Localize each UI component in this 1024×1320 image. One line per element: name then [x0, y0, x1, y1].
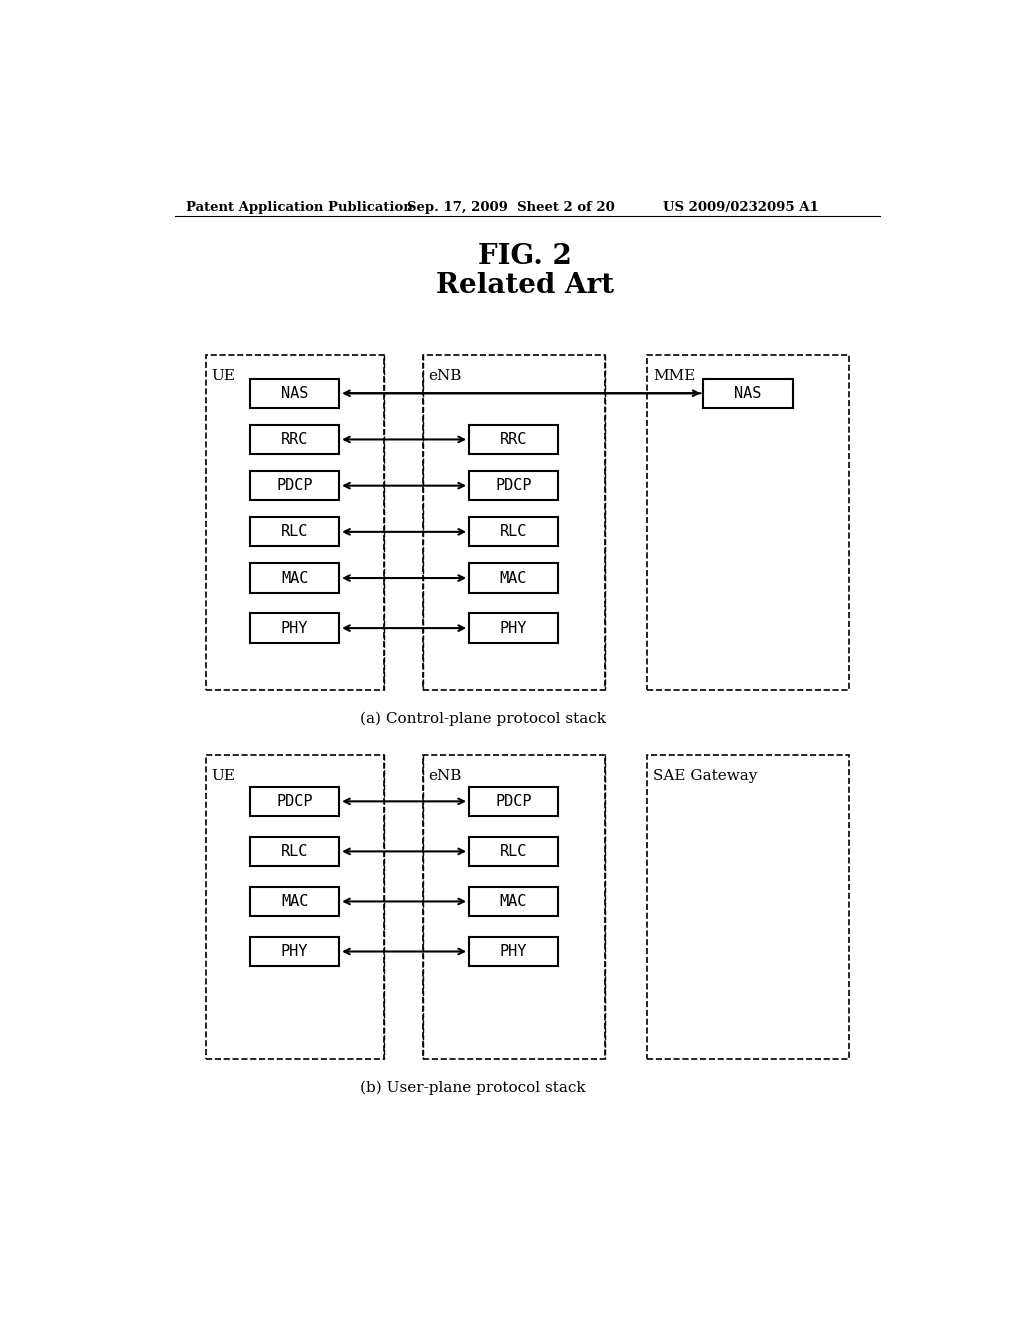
Bar — [469, 614, 558, 643]
Bar — [250, 564, 339, 593]
Text: eNB: eNB — [429, 368, 462, 383]
Text: MAC: MAC — [500, 894, 527, 909]
Text: MAC: MAC — [500, 570, 527, 586]
Text: MAC: MAC — [281, 894, 308, 909]
Text: RRC: RRC — [281, 432, 308, 447]
Bar — [250, 379, 339, 408]
Text: PHY: PHY — [500, 944, 527, 960]
Bar — [469, 837, 558, 866]
Text: PDCP: PDCP — [276, 478, 313, 494]
Bar — [469, 471, 558, 500]
Text: UE: UE — [212, 770, 236, 783]
Text: PDCP: PDCP — [496, 478, 531, 494]
Text: NAS: NAS — [734, 385, 762, 401]
Bar — [206, 355, 384, 689]
Bar — [250, 471, 339, 500]
Bar — [469, 937, 558, 966]
Bar — [423, 755, 604, 1059]
Text: PDCP: PDCP — [496, 793, 531, 809]
Text: PHY: PHY — [281, 944, 308, 960]
Text: MAC: MAC — [281, 570, 308, 586]
Text: RLC: RLC — [500, 524, 527, 540]
Text: (a) Control-plane protocol stack: (a) Control-plane protocol stack — [360, 711, 606, 726]
Text: Sep. 17, 2009  Sheet 2 of 20: Sep. 17, 2009 Sheet 2 of 20 — [407, 201, 614, 214]
Text: RLC: RLC — [281, 524, 308, 540]
Bar — [250, 614, 339, 643]
Text: RLC: RLC — [281, 843, 308, 859]
Text: RRC: RRC — [500, 432, 527, 447]
Text: PHY: PHY — [500, 620, 527, 636]
Bar — [469, 787, 558, 816]
Bar — [469, 887, 558, 916]
Bar — [647, 755, 849, 1059]
Text: MME: MME — [653, 368, 696, 383]
Bar — [469, 517, 558, 546]
Text: PHY: PHY — [281, 620, 308, 636]
Text: FIG. 2: FIG. 2 — [478, 243, 571, 271]
Bar — [250, 787, 339, 816]
Bar — [250, 517, 339, 546]
Text: Patent Application Publication: Patent Application Publication — [186, 201, 413, 214]
Text: Related Art: Related Art — [436, 272, 613, 300]
Text: PDCP: PDCP — [276, 793, 313, 809]
Text: US 2009/0232095 A1: US 2009/0232095 A1 — [663, 201, 818, 214]
Bar — [469, 564, 558, 593]
Bar — [250, 837, 339, 866]
Bar — [206, 755, 384, 1059]
Text: NAS: NAS — [281, 385, 308, 401]
Text: SAE Gateway: SAE Gateway — [653, 770, 758, 783]
Bar — [703, 379, 793, 408]
Text: UE: UE — [212, 368, 236, 383]
Bar — [469, 425, 558, 454]
Bar — [647, 355, 849, 689]
Bar — [250, 425, 339, 454]
Bar — [250, 887, 339, 916]
Bar — [423, 355, 604, 689]
Text: RLC: RLC — [500, 843, 527, 859]
Bar — [250, 937, 339, 966]
Text: (b) User-plane protocol stack: (b) User-plane protocol stack — [360, 1081, 586, 1096]
Text: eNB: eNB — [429, 770, 462, 783]
